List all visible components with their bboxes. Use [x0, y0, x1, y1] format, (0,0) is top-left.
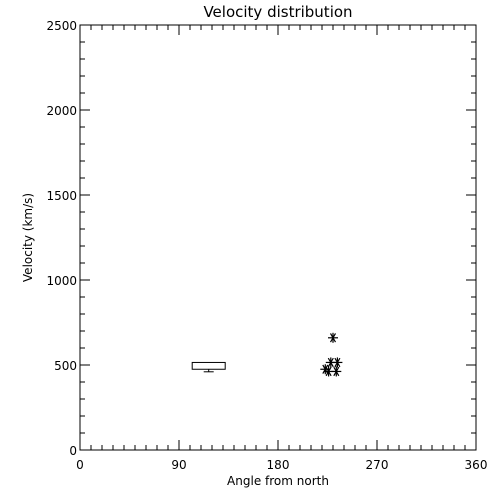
y-tick-label: 1000: [46, 274, 77, 288]
data-point: [331, 366, 342, 377]
y-tick-label: 500: [54, 359, 77, 373]
axis-ticks: [79, 24, 477, 451]
y-tick-label: 2000: [46, 104, 77, 118]
axis-tick-labels: 0 90 180 270 360 0 500 1000 1500 2000 2500: [46, 19, 487, 472]
x-tick-label: 270: [366, 458, 389, 472]
y-axis-label: Velocity (km/s): [21, 193, 35, 282]
y-tick-label: 0: [69, 444, 77, 458]
x-tick-label: 360: [465, 458, 488, 472]
x-axis-label: Angle from north: [227, 474, 329, 488]
data-point: [328, 332, 338, 343]
data-point: [332, 357, 343, 368]
x-tick-label: 90: [171, 458, 186, 472]
data-marks: [191, 332, 343, 377]
plot-frame: [79, 24, 477, 451]
y-tick-label: 2500: [46, 19, 77, 33]
box: [191, 361, 226, 370]
y-tick-label: 1500: [46, 189, 77, 203]
chart-title: Velocity distribution: [203, 3, 352, 21]
x-tick-label: 180: [267, 458, 290, 472]
x-tick-label: 0: [76, 458, 84, 472]
